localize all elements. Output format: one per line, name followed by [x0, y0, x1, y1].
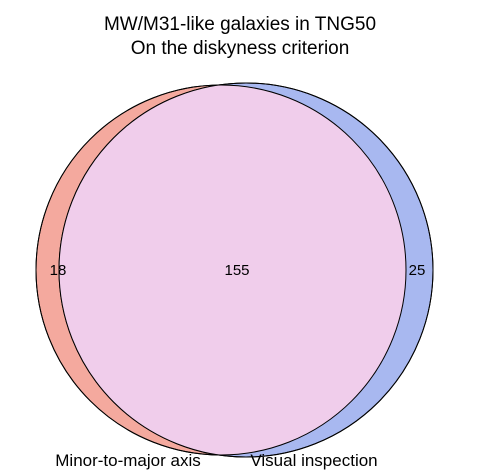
set-label-minor-to-major-axis: Minor-to-major axis: [55, 451, 200, 470]
set-label-visual-inspection: Visual inspection: [250, 451, 377, 470]
count-minor-to-major-axis-only: 18: [50, 262, 67, 279]
venn-intersection-region: [59, 85, 406, 455]
chart-title-line-2: On the diskyness criterion: [131, 38, 350, 59]
count-visual-inspection-only: 25: [409, 262, 426, 279]
count-intersection: 155: [224, 262, 249, 279]
chart-title-line-1: MW/M31-like galaxies in TNG50: [104, 14, 376, 35]
venn-set-visual-inspection-outline: [58, 82, 434, 458]
